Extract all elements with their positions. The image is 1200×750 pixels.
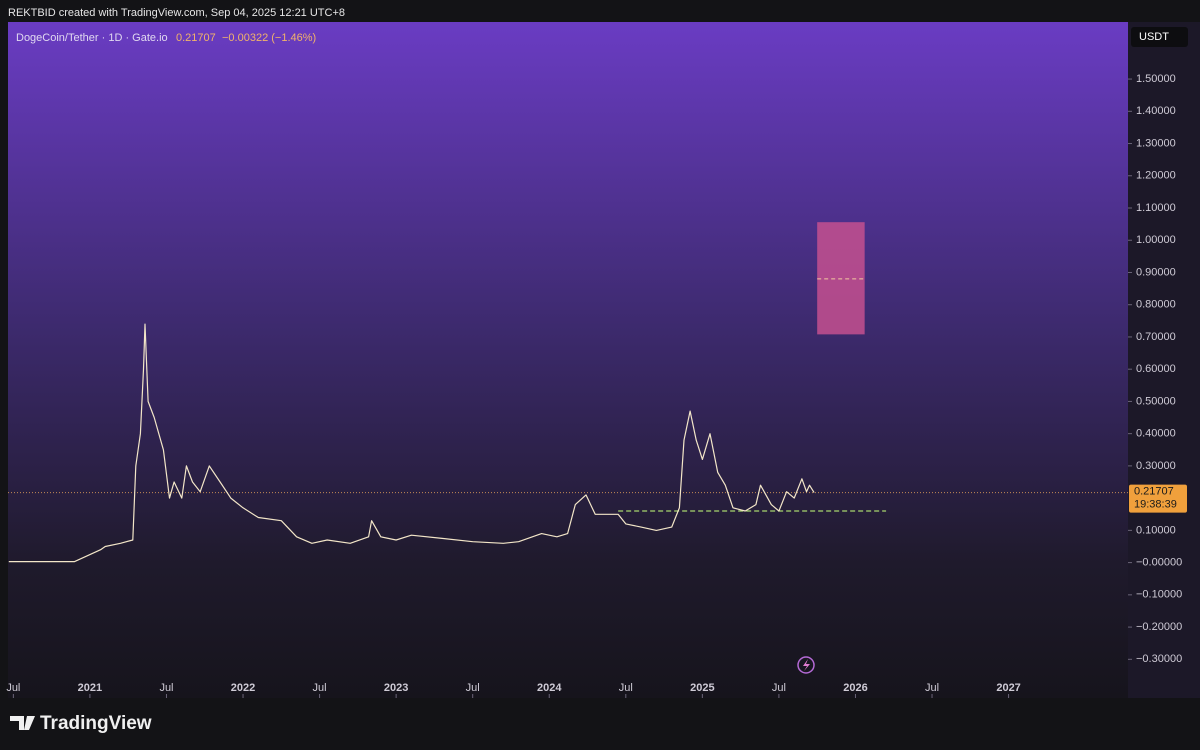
- chart-title: DogeCoin/Tether · 1D · Gate.io: [16, 32, 168, 44]
- x-tick-label: 2025: [690, 682, 714, 694]
- y-tick-label: −0.00000: [1136, 557, 1182, 569]
- price-badge: [1129, 484, 1187, 513]
- currency-box[interactable]: [1131, 27, 1188, 47]
- x-tick-label: Jul: [925, 682, 939, 694]
- y-tick-label: 1.10000: [1136, 202, 1176, 214]
- y-tick-label: 1.20000: [1136, 170, 1176, 182]
- x-tick-label: 2024: [537, 682, 562, 694]
- header: REKTBID created with TradingView.com, Se…: [8, 7, 345, 19]
- price-badge-value: 0.21707: [1134, 486, 1174, 498]
- y-tick-label: 0.40000: [1136, 428, 1176, 440]
- y-tick-label: −0.30000: [1136, 653, 1182, 665]
- header-price: 0.21707: [176, 32, 216, 44]
- price-axis: [1128, 22, 1200, 698]
- x-tick-label: Jul: [619, 682, 633, 694]
- alert-icon[interactable]: [797, 656, 815, 674]
- x-tick-label: 2021: [78, 682, 102, 694]
- currency[interactable]: USDT: [1139, 31, 1169, 43]
- y-tick-label: 0.10000: [1136, 524, 1176, 536]
- y-tick-label: −0.10000: [1136, 589, 1182, 601]
- y-tick-label: 1.40000: [1136, 105, 1176, 117]
- y-tick-label: 0.80000: [1136, 299, 1176, 311]
- y-tick-label: 0.60000: [1136, 363, 1176, 375]
- plot-area: [8, 22, 1128, 698]
- y-tick-label: 0.90000: [1136, 266, 1176, 278]
- y-tick-label: 1.30000: [1136, 137, 1176, 149]
- x-tick-label: Jul: [466, 682, 480, 694]
- logo-icon: [10, 716, 35, 730]
- y-tick-label: 0.30000: [1136, 460, 1176, 472]
- y-tick-label: −0.20000: [1136, 621, 1182, 633]
- x-tick-label: Jul: [6, 682, 20, 694]
- price-line: [8, 323, 815, 563]
- x-tick-label: Jul: [313, 682, 327, 694]
- y-tick-label: 0.50000: [1136, 395, 1176, 407]
- countdown: 19:38:39: [1134, 499, 1177, 511]
- x-tick-label: 2027: [996, 682, 1020, 694]
- y-tick-label: 1.50000: [1136, 73, 1176, 85]
- x-tick-label: Jul: [159, 682, 173, 694]
- y-tick-label: 1.00000: [1136, 234, 1176, 246]
- target-zone: [817, 222, 865, 335]
- x-tick-label: 2026: [843, 682, 867, 694]
- brand: TradingView: [40, 713, 152, 734]
- price-change: −0.00322 (−1.46%): [222, 32, 316, 44]
- x-tick-label: 2022: [231, 682, 255, 694]
- footer: [0, 700, 1200, 750]
- x-tick-label: Jul: [772, 682, 786, 694]
- y-tick-label: 0.70000: [1136, 331, 1176, 343]
- alert-bolt: [803, 659, 810, 671]
- x-tick-label: 2023: [384, 682, 408, 694]
